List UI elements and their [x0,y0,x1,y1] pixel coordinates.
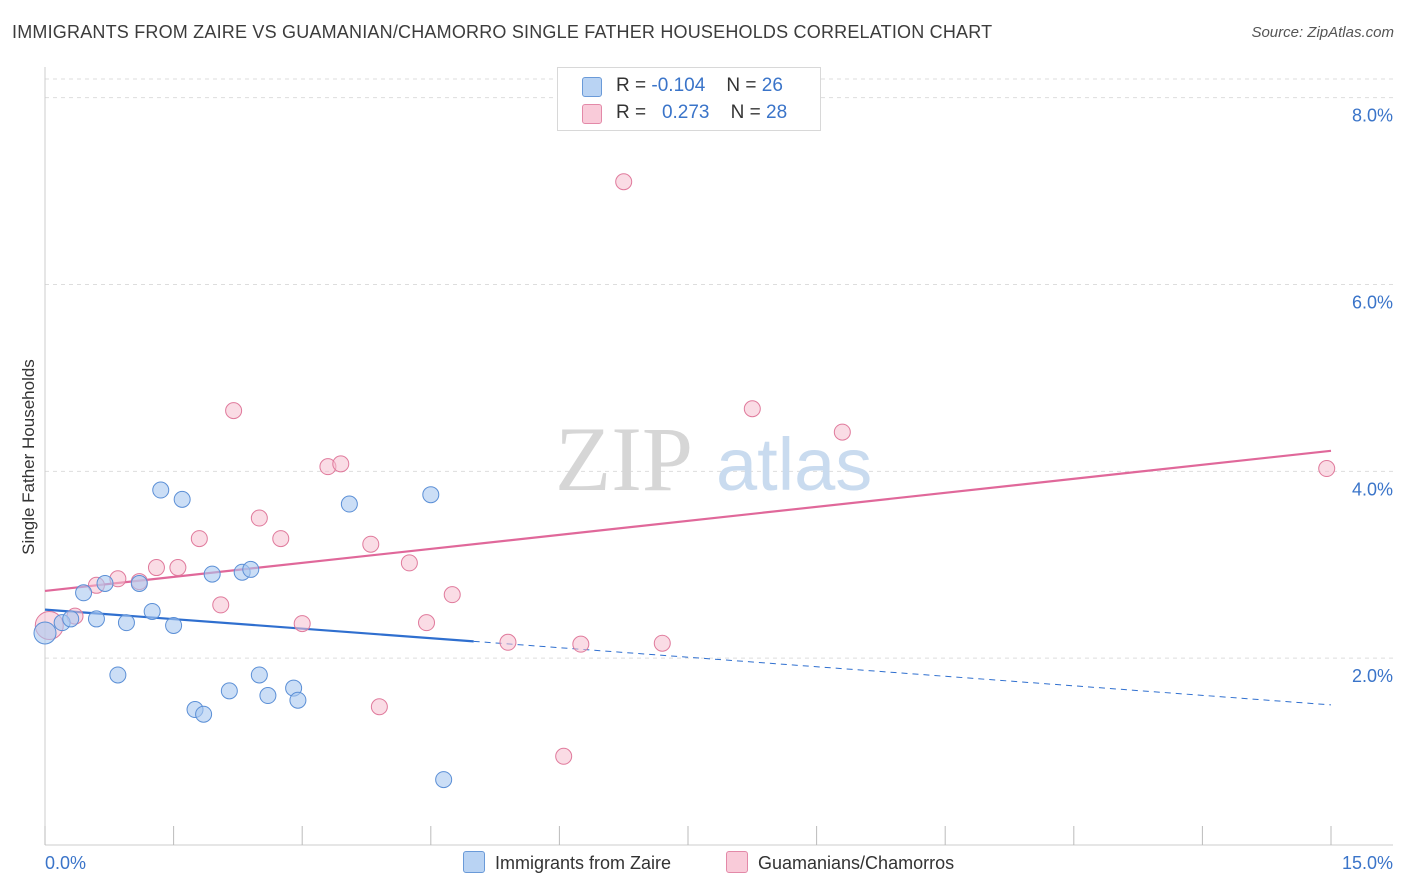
data-point-zaire [96,574,114,592]
data-point-guamanian [190,530,208,548]
r-label: R = [616,102,647,123]
data-point-guamanian [272,530,290,548]
data-point-guamanian [332,455,350,473]
series-zaire-points [33,481,453,789]
data-point-guamanian [225,402,243,420]
data-point-zaire [152,481,170,499]
trend-line-guamanian [44,449,1332,593]
data-point-zaire [340,495,358,513]
data-point-guamanian [293,615,311,633]
n-value: 28 [766,102,788,123]
data-point-guamanian [418,614,436,632]
data-point-zaire [165,616,183,634]
trend-lines [44,449,1332,706]
data-point-zaire [242,560,260,578]
tick-labels: 2.0% 4.0% 6.0% 8.0% 0.0% 15.0% [45,106,1393,873]
data-point-zaire [203,565,221,583]
trend-line-zaire-extension [473,640,1332,706]
data-point-guamanian [615,173,633,191]
data-point-guamanian [499,633,517,651]
legend-item-guamanian: Guamanians/Chamorros [726,851,954,874]
data-point-zaire [87,610,105,628]
data-point-zaire [220,682,238,700]
legend-item-zaire: Immigrants from Zaire [463,851,671,874]
blue-swatch [582,77,602,97]
data-point-guamanian [370,698,388,716]
data-point-zaire [422,486,440,504]
data-point-zaire [143,602,161,620]
data-point-zaire [75,584,93,602]
data-point-zaire [109,666,127,684]
r-value: -0.104 [651,75,706,96]
trend-line-zaire [44,608,474,643]
r-value: 0.273 [661,102,710,123]
y-tick-label: 2.0% [1352,666,1393,686]
data-point-zaire [250,666,268,684]
data-point-guamanian [572,635,590,653]
data-point-zaire [435,771,453,789]
n-label: N = [726,75,757,96]
data-point-zaire [62,610,80,628]
data-point-zaire [33,621,57,645]
data-point-zaire [130,574,148,592]
data-point-guamanian [743,400,761,418]
source-label: Source: ZipAtlas.com [1251,24,1394,41]
data-point-guamanian [653,634,671,652]
axes [44,67,1393,846]
chart-title: IMMIGRANTS FROM ZAIRE VS GUAMANIAN/CHAMO… [12,22,993,42]
data-point-zaire [289,691,307,709]
data-point-guamanian [400,554,418,572]
n-label: N = [730,102,761,123]
data-point-zaire [195,705,213,723]
data-point-zaire [173,490,191,508]
data-point-guamanian [555,747,573,765]
x-tick-label-left: 0.0% [45,853,86,873]
data-point-guamanian [1318,460,1336,478]
blue-swatch [463,851,485,873]
y-tick-label: 6.0% [1352,293,1393,313]
watermark-zip: ZIP [555,408,693,510]
data-point-guamanian [250,509,268,527]
correlation-legend: R = -0.104 N = 26 R = 0.273 N = 28 [557,67,821,131]
r-label: R = [616,75,647,96]
data-point-zaire [117,614,135,632]
data-point-guamanian [362,535,380,553]
pink-swatch [726,851,748,873]
legend-label-zaire: Immigrants from Zaire [495,853,672,873]
data-point-guamanian [212,596,230,614]
n-value: 26 [761,75,783,96]
y-tick-label: 8.0% [1352,106,1393,126]
data-point-guamanian [147,559,165,577]
y-tick-label: 4.0% [1352,479,1393,499]
x-tick-label-right: 15.0% [1342,853,1393,873]
pink-swatch [582,104,602,124]
data-point-guamanian [833,423,851,441]
data-point-guamanian [169,559,187,577]
data-point-zaire [259,687,277,705]
legend-label-guamanian: Guamanians/Chamorros [758,853,955,873]
y-axis-label: Single Father Households [19,359,38,555]
data-point-guamanian [443,586,461,604]
